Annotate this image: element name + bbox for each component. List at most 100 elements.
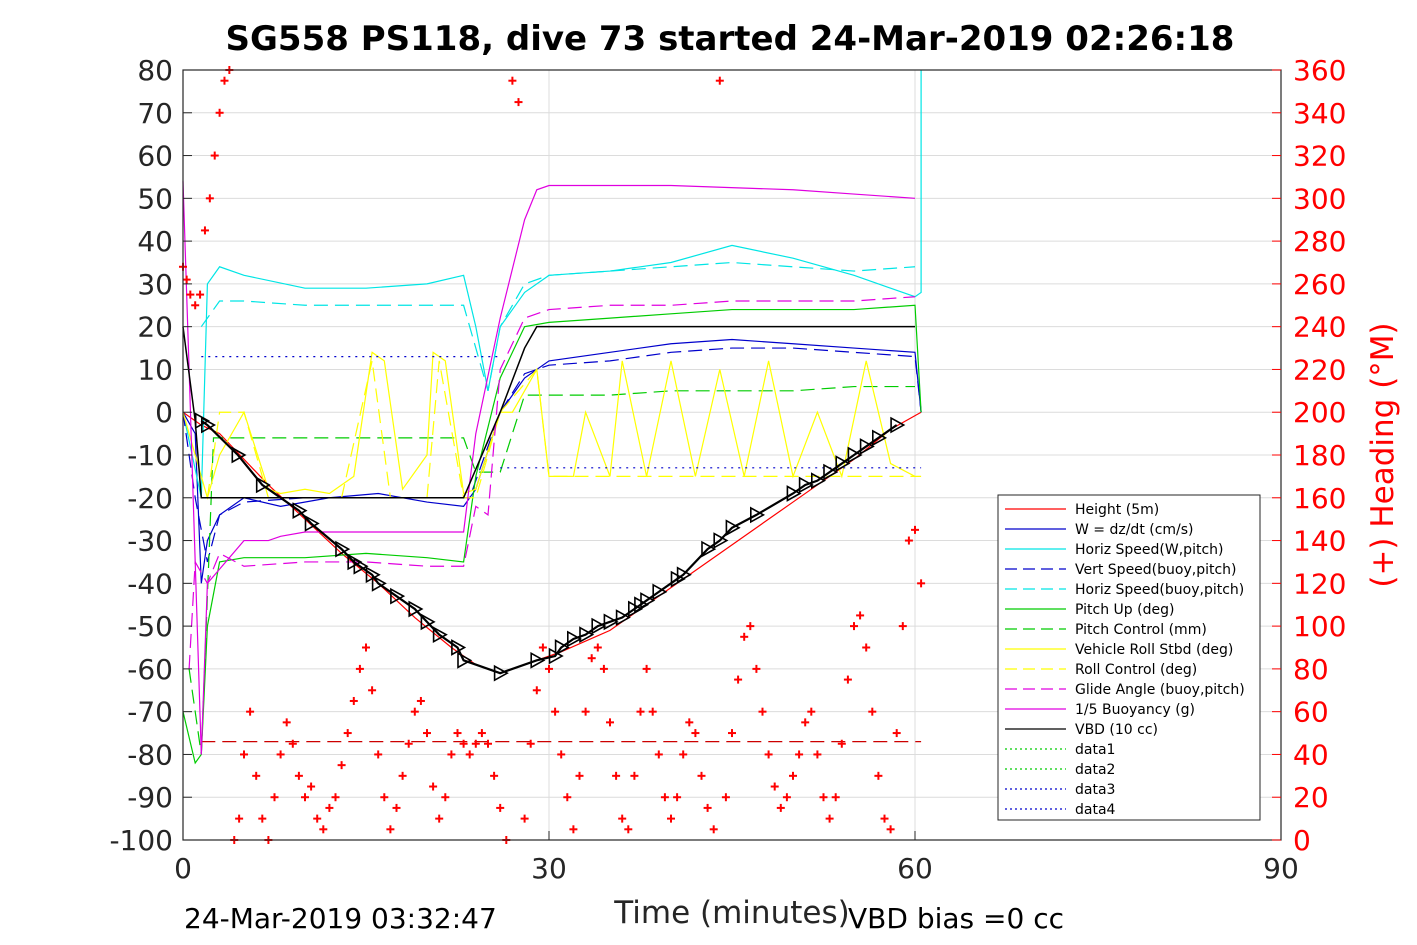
heading-point [337,761,346,770]
heading-point [423,729,431,738]
series-line-1-5-buoyancy-g [182,181,916,755]
heading-point [276,750,285,759]
heading-point [545,664,553,673]
x-axis-label: Time (minutes) [613,895,849,931]
left-tick-label: -60 [127,653,173,686]
heading-point [697,771,706,780]
footer-vbd-bias: VBD bias =0 cc [848,902,1064,935]
heading-point [776,803,785,812]
left-tick-label: -100 [109,824,173,857]
heading-point [210,151,219,160]
legend-label-data1: data1 [1075,742,1115,758]
heading-point [606,718,614,727]
heading-point [453,729,462,738]
heading-point [770,782,779,791]
left-tick-label: 30 [137,268,173,301]
heading-point [599,664,608,673]
heading-point [362,643,370,652]
heading-point [215,108,224,117]
triangle-marker [749,506,766,524]
heading-point [471,739,480,748]
heading-point [868,707,877,716]
heading-point [404,739,413,748]
legend-box [997,494,1261,821]
heading-point [380,793,389,802]
left-tick-label: 70 [137,97,173,130]
heading-point [782,793,791,802]
heading-point [429,782,438,791]
triangle-marker [530,651,546,669]
right-tick-label: 160 [1293,482,1346,515]
heading-point [484,739,492,748]
heading-point [514,98,523,107]
left-tick-label: 80 [137,54,173,87]
triangle-marker [231,446,247,464]
heading-point [301,793,309,802]
left-tick-label: 20 [137,311,173,344]
heading-point [831,793,840,802]
heading-point [764,750,773,759]
heading-point [892,729,901,738]
heading-point [435,814,444,823]
right-tick-label: 120 [1293,567,1346,600]
heading-point [801,718,810,727]
right-tick-label: 80 [1293,653,1329,686]
legend-label-height-5m: Height (5m) [1075,502,1159,518]
heading-point [612,771,621,780]
series-line-horiz-speed-buoy-pitch [200,261,916,391]
heading-point [636,707,645,716]
heading-point [843,675,852,684]
heading-point [587,654,596,663]
heading-point [886,825,895,834]
heading-point [721,793,730,802]
triangle-marker [451,639,467,656]
heading-point [186,290,195,299]
triangle-marker [725,519,741,537]
heading-point [880,814,889,823]
right-axis-ticks: 3603403203002802602402202001801601401201… [1272,54,1346,857]
triangle-marker [493,664,509,682]
heading-point [795,750,804,759]
heading-point [240,750,248,759]
triangle-marker [871,429,888,447]
left-tick-label: -50 [127,610,173,643]
heading-point [520,814,529,823]
heading-point [758,707,767,716]
heading-point [459,739,468,748]
triangle-marker [835,455,851,472]
legend-label-vert-speed-buoy-pitch: Vert Speed(buoy,pitch) [1075,562,1237,578]
heading-point [563,793,572,802]
heading-point [496,803,505,812]
left-tick-label: -30 [127,525,173,558]
right-tick-label: 100 [1293,610,1346,643]
heading-point [679,750,688,759]
heading-point [898,622,907,631]
right-tick-label: 40 [1293,738,1329,771]
heading-point [752,664,761,673]
heading-point [685,718,694,727]
right-tick-label: 140 [1293,525,1346,558]
heading-point [205,194,214,203]
heading-point [508,76,517,85]
right-tick-label: 360 [1293,54,1346,87]
heading-point [917,579,926,588]
legend-label-data4: data4 [1075,802,1116,818]
heading-point [270,793,279,802]
triangle-marker [810,472,827,490]
right-tick-label: 240 [1293,311,1346,344]
heading-point [220,76,229,85]
heading-point [648,707,657,716]
left-tick-label: 60 [137,140,173,173]
legend-label-vehicle-roll-stbd-deg: Vehicle Roll Stbd (deg) [1075,642,1233,658]
legend-label-pitch-control-mm: Pitch Control (mm) [1075,622,1207,638]
heading-point [691,729,700,738]
triangle-marker [420,613,436,631]
triangle-marker [371,574,387,592]
heading-point [904,536,913,545]
heading-point [258,814,267,823]
heading-point [398,771,407,780]
heading-point [532,686,541,695]
triangle-marker [701,540,717,558]
depth-trace-line [200,419,898,675]
legend-label-1-5-buoyancy-g: 1/5 Buoyancy (g) [1075,702,1195,718]
